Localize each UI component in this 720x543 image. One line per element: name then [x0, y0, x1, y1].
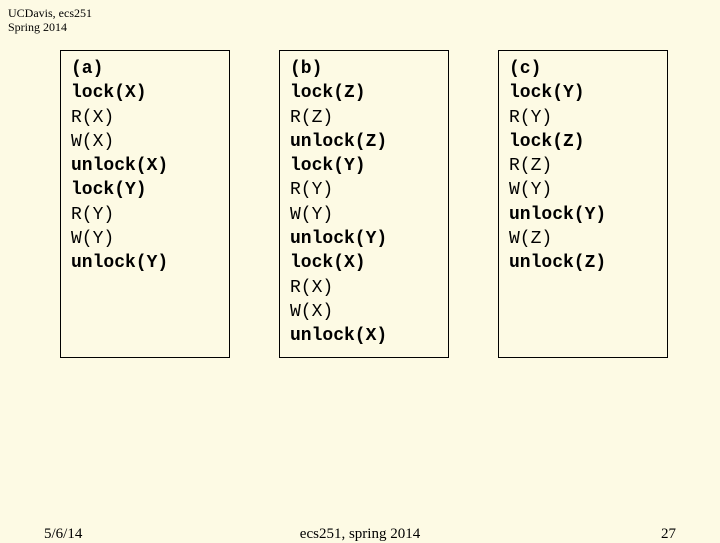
code-line: unlock(X) — [290, 324, 438, 348]
code-line: R(X) — [290, 276, 438, 300]
code-line: lock(Z) — [290, 81, 438, 105]
code-line: unlock(X) — [71, 154, 219, 178]
code-boxes-row: (a)lock(X)R(X)W(X)unlock(X)lock(Y)R(Y)W(… — [0, 0, 720, 358]
footer-course: ecs251, spring 2014 — [300, 526, 420, 543]
box-c: (c)lock(Y)R(Y)lock(Z)R(Z)W(Y)unlock(Y)W(… — [498, 50, 668, 358]
footer-date: 5/6/14 — [44, 526, 82, 543]
code-line: unlock(Y) — [509, 203, 657, 227]
code-line: R(Y) — [71, 203, 219, 227]
code-line: unlock(Z) — [509, 251, 657, 275]
code-line: (a) — [71, 57, 219, 81]
code-line: lock(X) — [290, 251, 438, 275]
code-line: R(X) — [71, 106, 219, 130]
code-line: lock(Y) — [509, 81, 657, 105]
code-line: R(Y) — [290, 178, 438, 202]
code-line: R(Z) — [509, 154, 657, 178]
code-line: unlock(Y) — [71, 251, 219, 275]
code-line: W(Y) — [509, 178, 657, 202]
box-a: (a)lock(X)R(X)W(X)unlock(X)lock(Y)R(Y)W(… — [60, 50, 230, 358]
code-line: lock(Y) — [71, 178, 219, 202]
code-line: lock(X) — [71, 81, 219, 105]
code-line: W(Y) — [71, 227, 219, 251]
code-line: unlock(Y) — [290, 227, 438, 251]
code-line: lock(Z) — [509, 130, 657, 154]
code-line: lock(Y) — [290, 154, 438, 178]
code-line: R(Z) — [290, 106, 438, 130]
code-line: W(Y) — [290, 203, 438, 227]
box-b: (b)lock(Z)R(Z)unlock(Z)lock(Y)R(Y)W(Y)un… — [279, 50, 449, 358]
code-line: R(Y) — [509, 106, 657, 130]
code-line: (b) — [290, 57, 438, 81]
code-line: unlock(Z) — [290, 130, 438, 154]
header-line1: UCDavis, ecs251 — [8, 6, 92, 20]
code-line: W(X) — [290, 300, 438, 324]
code-line: W(Z) — [509, 227, 657, 251]
code-line: (c) — [509, 57, 657, 81]
header-line2: Spring 2014 — [8, 20, 92, 34]
footer-page: 27 — [661, 526, 676, 543]
code-line: W(X) — [71, 130, 219, 154]
slide-header: UCDavis, ecs251 Spring 2014 — [8, 6, 92, 35]
